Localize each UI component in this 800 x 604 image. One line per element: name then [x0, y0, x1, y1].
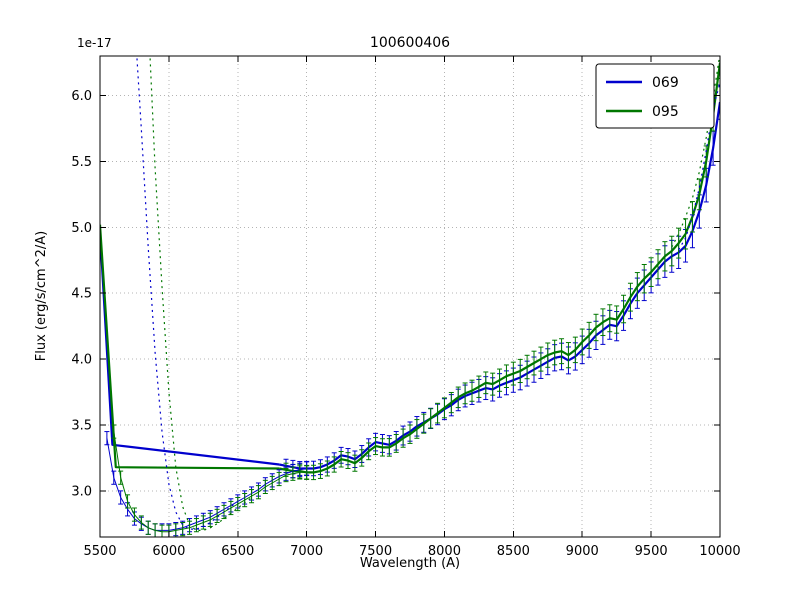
x-tick-label: 7000 [290, 544, 323, 559]
series-095 [278, 62, 720, 474]
legend-entry-069: 069 [606, 75, 679, 91]
x-tick-label: 6500 [221, 544, 254, 559]
chart-title: 100600406 [370, 35, 450, 51]
series-095-interp [100, 224, 280, 470]
series-layer [100, 56, 720, 537]
y-tick-label: 4.0 [71, 353, 92, 368]
y-tick-label: 4.5 [71, 287, 92, 302]
axes-frame [99, 55, 721, 538]
legend-entry-095: 095 [606, 104, 679, 120]
x-tick-label: 7500 [359, 544, 392, 559]
legend: 069 095 [595, 63, 715, 129]
x-tick-label: 8000 [428, 544, 461, 559]
x-tick-label: 8500 [497, 544, 530, 559]
series-095-data [113, 431, 307, 533]
y-tick-label: 6.0 [71, 89, 92, 104]
x-tick-label: 9500 [635, 544, 668, 559]
axis-ticks [99, 56, 721, 537]
x-tick-label: 6000 [152, 544, 185, 559]
tick-labels: 5500 6000 6500 7000 7500 8000 8500 9000 9500 1000… [71, 89, 740, 559]
x-tick-label: 9000 [566, 544, 599, 559]
x-axis-label: Wavelength (A) [360, 556, 460, 571]
series-095-raw [149, 56, 252, 531]
x-tick-label: 10000 [699, 544, 740, 559]
y-tick-label: 3.0 [71, 484, 92, 499]
x-tick-label: 5500 [83, 544, 116, 559]
y-tick-label: 5.0 [71, 221, 92, 236]
series-069-interp [100, 231, 280, 466]
series-069 [278, 101, 720, 470]
legend-label: 095 [652, 104, 679, 120]
plot-area: 5500 6000 6500 7000 7500 8000 8500 9000 9500 1000… [71, 55, 741, 559]
y-tick-label: 3.5 [71, 418, 92, 433]
series-069-data [106, 438, 307, 531]
series-095-raw-tail [671, 56, 720, 248]
y-tick-label: 5.5 [71, 155, 92, 170]
y-axis-label: Flux (erg/s/cm^2/A) [34, 231, 49, 361]
legend-label: 069 [652, 75, 679, 91]
errorbars-069 [283, 84, 720, 477]
y-axis-offset-label: 1e-17 [77, 36, 112, 50]
errorbars-095-data [111, 424, 310, 537]
series-069-raw [136, 56, 239, 530]
